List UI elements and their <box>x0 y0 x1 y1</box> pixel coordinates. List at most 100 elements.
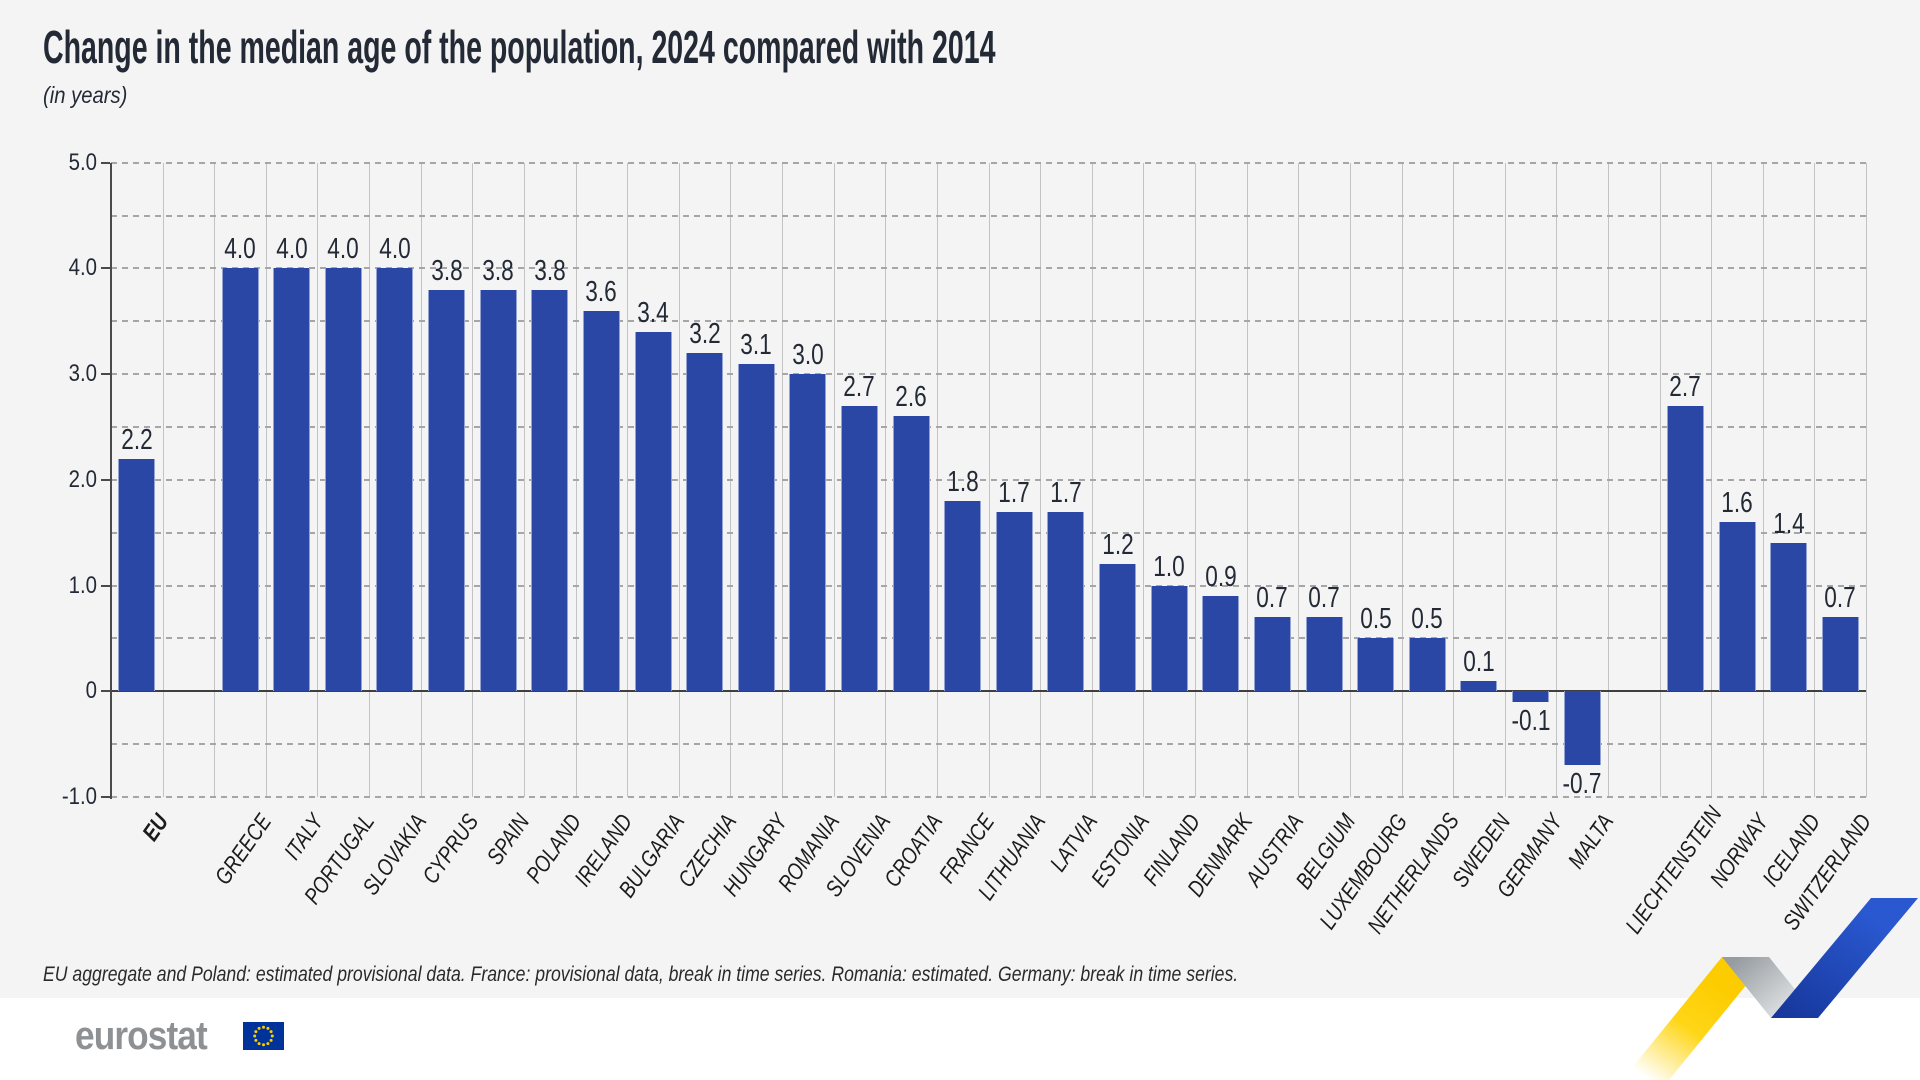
chart-background <box>0 0 1920 998</box>
footnote: EU aggregate and Poland: estimated provi… <box>43 963 1239 986</box>
horizontal-gridline <box>111 373 1867 376</box>
bar-norway <box>1718 522 1756 692</box>
ribbon-graphic <box>1622 898 1918 1080</box>
bar-value-label: 0.1 <box>1463 645 1495 678</box>
bar-value-label: 4.0 <box>327 233 360 266</box>
bar-finland <box>1150 585 1188 692</box>
eurostat-logo: eurostat <box>75 1014 284 1059</box>
bar-luxembourg <box>1357 638 1395 692</box>
horizontal-gridline <box>111 320 1867 323</box>
y-axis-tick <box>101 161 110 164</box>
bar-value-label: 1.2 <box>1101 529 1134 562</box>
zero-line <box>111 690 1867 693</box>
bar-bulgaria <box>634 331 672 692</box>
horizontal-gridline <box>111 743 1867 746</box>
y-axis-tick <box>101 796 110 799</box>
horizontal-gridline <box>111 426 1867 428</box>
horizontal-gridline <box>111 637 1867 640</box>
y-axis-tick-label: 2.0 <box>68 465 97 493</box>
y-axis-tick-label: 4.0 <box>68 254 97 282</box>
bar-estonia <box>1099 564 1137 692</box>
bar-value-label: 0.5 <box>1359 603 1392 636</box>
bar-iceland <box>1770 543 1808 692</box>
bar-value-label: 2.7 <box>843 370 876 403</box>
bar-value-label: 2.2 <box>121 423 153 456</box>
bar-austria <box>1253 617 1291 692</box>
bar-france <box>944 501 982 692</box>
eurostat-logo-text: eurostat <box>75 1014 208 1058</box>
x-axis-label-eu: EU <box>136 809 174 846</box>
bar-eu <box>118 458 156 692</box>
y-axis-tick-label: -1.0 <box>61 783 97 811</box>
bar-czechia <box>686 352 724 692</box>
bar-sweden <box>1460 680 1498 692</box>
bar-slovakia <box>376 268 414 692</box>
bar-value-label: -0.1 <box>1511 704 1551 737</box>
bar-value-label: 3.1 <box>740 328 772 361</box>
bar-value-label: 0.5 <box>1411 603 1444 636</box>
bar-value-label: 1.7 <box>998 476 1031 509</box>
bar-spain <box>479 289 517 692</box>
bar-value-label: 0.7 <box>1308 582 1340 615</box>
bar-liechtenstein <box>1666 405 1704 692</box>
y-axis-tick <box>101 267 110 270</box>
bar-value-label: 0.7 <box>1256 582 1289 615</box>
bar-germany <box>1512 691 1550 702</box>
bar-value-label: 1.0 <box>1153 550 1185 583</box>
bar-value-label: 3.2 <box>688 317 721 350</box>
eu-flag-icon <box>243 1022 284 1050</box>
y-axis-tick-label: 0 <box>85 677 97 705</box>
bar-value-label: 3.8 <box>430 254 463 287</box>
bar-value-label: 1.7 <box>1050 476 1082 509</box>
bar-poland <box>531 289 569 692</box>
bar-value-label: 3.8 <box>534 254 566 287</box>
vertical-gridline <box>1866 162 1868 797</box>
bar-lithuania <box>995 511 1033 692</box>
bar-netherlands <box>1408 638 1446 692</box>
bar-ireland <box>582 310 620 692</box>
bar-value-label: 2.7 <box>1669 370 1702 403</box>
bar-value-label: 0.7 <box>1824 582 1856 615</box>
bar-value-label: 1.8 <box>946 466 979 498</box>
horizontal-gridline <box>111 584 1867 587</box>
bar-denmark <box>1202 596 1240 692</box>
bar-value-label: 1.4 <box>1772 508 1805 541</box>
y-axis-tick-label: 5.0 <box>68 148 97 176</box>
chart-subtitle: (in years) <box>43 82 128 108</box>
bar-croatia <box>892 416 930 692</box>
bar-value-label: 1.6 <box>1721 487 1753 520</box>
bar-value-label: 2.6 <box>895 381 927 414</box>
y-axis-tick <box>101 584 110 587</box>
bar-slovenia <box>840 405 878 692</box>
bar-greece <box>221 268 259 692</box>
y-axis-tick-label: 1.0 <box>68 571 97 599</box>
bar-value-label: 4.0 <box>379 233 411 266</box>
bar-value-label: 3.8 <box>482 254 514 287</box>
bar-value-label: 0.9 <box>1205 561 1237 594</box>
horizontal-gridline <box>111 161 1867 164</box>
horizontal-gridline <box>111 531 1867 534</box>
y-axis-line <box>110 162 112 799</box>
horizontal-gridline <box>111 478 1867 481</box>
bar-value-label: 4.0 <box>224 233 256 266</box>
y-axis-tick <box>101 478 110 481</box>
y-axis-tick <box>101 690 110 693</box>
bar-malta <box>1563 691 1601 766</box>
y-axis-tick-label: 3.0 <box>68 360 97 388</box>
bar-value-label: 3.0 <box>792 339 824 372</box>
horizontal-gridline <box>111 267 1867 270</box>
bar-hungary <box>737 363 775 692</box>
bar-belgium <box>1305 617 1343 692</box>
bar-cyprus <box>428 289 466 692</box>
bar-portugal <box>324 268 362 692</box>
y-axis-tick <box>101 373 110 376</box>
horizontal-gridline <box>111 214 1867 217</box>
horizontal-gridline <box>111 796 1867 799</box>
bar-latvia <box>1047 511 1085 692</box>
bar-italy <box>273 268 311 692</box>
chart-title: Change in the median age of the populati… <box>43 21 996 73</box>
bar-value-label: 3.6 <box>585 275 618 308</box>
bar-value-label: -0.7 <box>1562 768 1602 801</box>
